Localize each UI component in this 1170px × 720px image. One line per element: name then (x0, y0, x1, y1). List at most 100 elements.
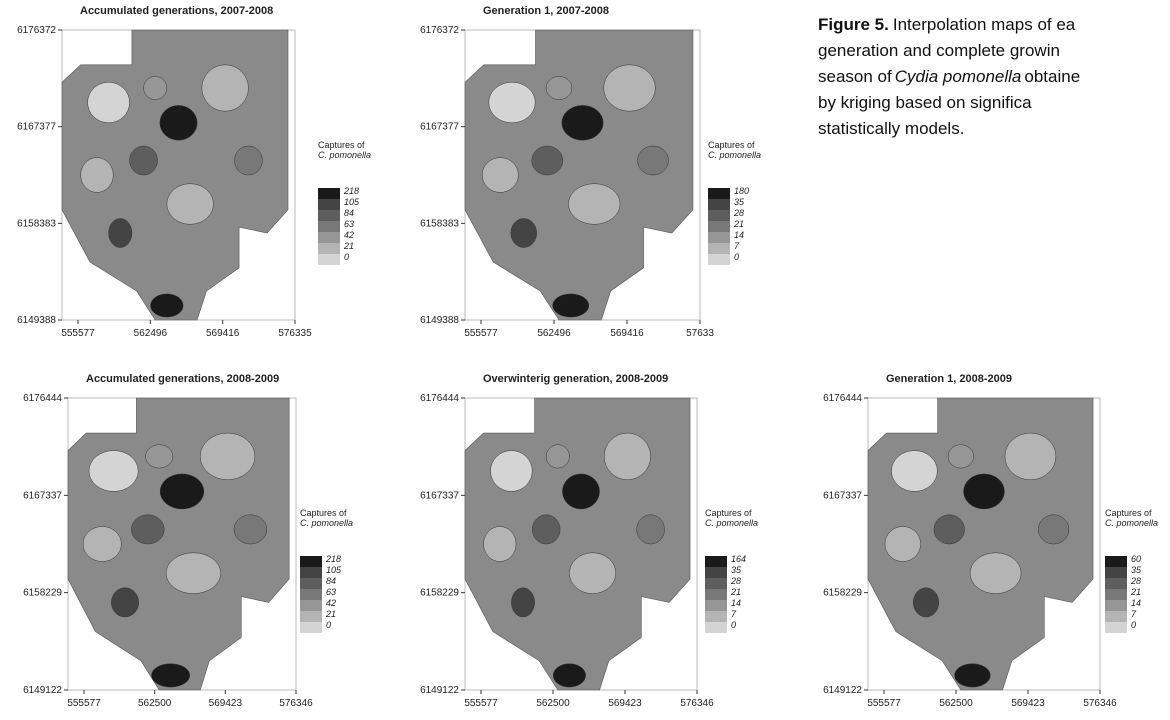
legend-swatch (708, 243, 730, 254)
legend-swatch (318, 243, 340, 254)
y-tick-label: 6176444 (23, 393, 62, 404)
legend-subtitle: C. pomonella (318, 150, 371, 160)
contour-area (531, 145, 564, 176)
caption-species: Cydia pomonella (895, 67, 1022, 86)
legend-swatch (1105, 589, 1127, 600)
contour-area (201, 64, 249, 112)
contour-area (636, 514, 665, 545)
y-tick-label: 6176444 (420, 393, 459, 404)
contour-area (488, 81, 536, 124)
legend-label: 84 (326, 576, 336, 586)
x-tick-label: 569416 (206, 328, 240, 339)
contour-area (532, 514, 561, 545)
contour-area (884, 526, 921, 562)
legend-swatch (1105, 600, 1127, 611)
legend-swatch (705, 622, 727, 633)
contour-area (969, 552, 1022, 594)
y-tick-label: 6176372 (420, 25, 459, 36)
y-tick-label: 6158383 (17, 218, 56, 229)
map-panel: Generation 1, 2008-2009 6176444 6167337 615… (823, 373, 1158, 709)
legend-subtitle: C. pomonella (705, 518, 758, 528)
panel-title: Accumulated generations, 2007-2008 (80, 5, 273, 17)
legend-swatch (318, 199, 340, 210)
contour-area (603, 432, 651, 481)
legend-label: 0 (344, 252, 349, 262)
contour-area (151, 663, 191, 688)
x-tick-label: 576346 (279, 698, 313, 709)
legend-label: 14 (1131, 598, 1141, 608)
contour-area (603, 64, 656, 112)
caption-text: Interpolation maps of ea (893, 15, 1076, 34)
contour-area (891, 450, 938, 492)
legend-swatch (708, 254, 730, 265)
contour-area (490, 450, 533, 492)
legend-label: 105 (326, 565, 342, 575)
x-tick-label: 569423 (608, 698, 642, 709)
contour-area (511, 587, 535, 618)
contour-area (108, 218, 133, 248)
contour-area (569, 552, 617, 594)
y-tick-label: 6176372 (17, 25, 56, 36)
contour-area (82, 526, 122, 562)
contour-area (150, 293, 184, 318)
caption-line: season of Cydia pomonella obtaine (818, 67, 1080, 86)
contour-area (87, 81, 130, 124)
contour-area (166, 183, 214, 225)
x-tick-label: 562500 (939, 698, 973, 709)
legend-title: Captures of (708, 140, 755, 150)
contour-area (129, 145, 158, 176)
contour-area (552, 663, 586, 688)
x-tick-label: 576346 (680, 698, 714, 709)
legend-label: 7 (731, 609, 737, 619)
legend-swatch (705, 600, 727, 611)
legend-title: Captures of (318, 140, 365, 150)
legend-label: 35 (731, 565, 742, 575)
contour-area (159, 473, 205, 510)
legend-label: 35 (734, 197, 745, 207)
legend-label: 60 (1131, 554, 1141, 564)
legend-title: Captures of (300, 508, 347, 518)
panel-title: Generation 1, 2008-2009 (886, 373, 1012, 385)
y-tick-label: 6167337 (23, 490, 62, 501)
map-panel: Overwinterig generation, 2008-2009 617644… (420, 373, 758, 709)
x-tick-label: 562496 (134, 328, 168, 339)
legend-label: 28 (733, 208, 744, 218)
contour-area (562, 473, 600, 510)
y-tick-label: 6158229 (23, 588, 62, 599)
x-tick-label: 576335 (278, 328, 312, 339)
legend-swatch (708, 199, 730, 210)
legend-swatch (1105, 611, 1127, 622)
x-tick-label: 57633 (686, 328, 714, 339)
legend-label: 7 (734, 241, 740, 251)
contour-area (111, 587, 139, 618)
map-panel: Generation 1, 2007-2008 6176372 6167377 615… (420, 5, 761, 339)
y-tick-label: 6176444 (823, 393, 862, 404)
contour-area (963, 473, 1005, 510)
legend-swatch (705, 611, 727, 622)
legend-swatch (708, 221, 730, 232)
legend-label: 0 (326, 620, 331, 630)
legend-label: 28 (1130, 576, 1141, 586)
caption-text: season of (818, 67, 892, 86)
y-tick-label: 6158229 (420, 588, 459, 599)
legend-swatch (318, 232, 340, 243)
contour-area (233, 514, 268, 545)
x-tick-label: 562496 (537, 328, 571, 339)
contour-area (947, 444, 974, 469)
y-tick-label: 6149388 (420, 315, 459, 326)
contour-area (1038, 514, 1070, 545)
y-tick-label: 6149122 (420, 685, 459, 696)
panel-title: Generation 1, 2007-2008 (483, 5, 609, 17)
contour-area (1004, 432, 1057, 481)
caption-line: generation and complete growin (818, 41, 1060, 60)
legend-swatch (708, 188, 730, 199)
legend-label: 14 (731, 598, 741, 608)
contour-area (80, 157, 114, 193)
x-tick-label: 569423 (209, 698, 243, 709)
x-tick-label: 555577 (464, 698, 498, 709)
contour-area (234, 145, 263, 176)
contour-area (933, 514, 965, 545)
x-tick-label: 555577 (67, 698, 101, 709)
